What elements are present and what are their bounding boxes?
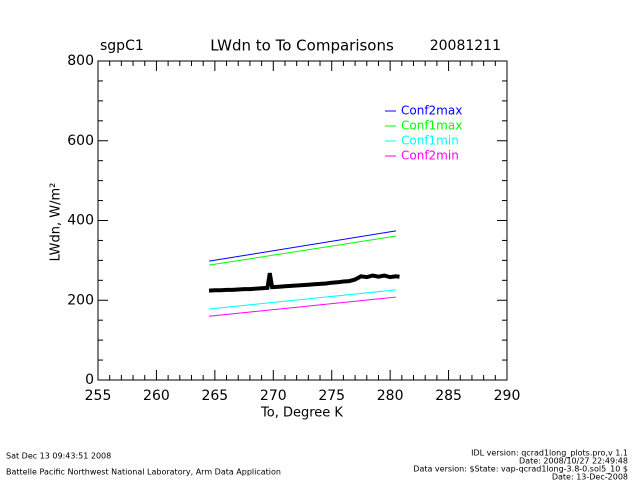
x-tick-label: 270 bbox=[260, 388, 287, 404]
legend-label: Conf2min bbox=[401, 149, 459, 163]
y-tick-label: 800 bbox=[67, 53, 94, 69]
series-line bbox=[208, 296, 397, 317]
site-label: sgpC1 bbox=[100, 38, 144, 54]
x-tick-label: 255 bbox=[85, 388, 112, 404]
series-line bbox=[208, 289, 397, 310]
x-tick-label: 275 bbox=[318, 388, 345, 404]
chart-title: LWdn to To Comparisons bbox=[210, 37, 394, 55]
y-axis-label: LWdn, W/m² bbox=[49, 183, 64, 262]
footer-left: Battelle Pacific Northwest National Labo… bbox=[6, 468, 281, 477]
series-line bbox=[208, 235, 397, 266]
x-tick-label: 285 bbox=[435, 388, 462, 404]
series-line bbox=[208, 272, 400, 293]
x-tick-label: 280 bbox=[377, 388, 404, 404]
footer-right: Date: 2008/10/27 22:49:48 bbox=[519, 457, 628, 466]
x-tick-label: 290 bbox=[494, 388, 521, 404]
y-tick-label: 0 bbox=[85, 372, 94, 388]
footer-right: Date: 13-Dec-2008 bbox=[552, 473, 628, 480]
date-label: 20081211 bbox=[430, 38, 501, 54]
legend-label: Conf2max bbox=[401, 104, 462, 118]
x-axis-label: To, Degree K bbox=[260, 406, 343, 421]
y-tick-label: 600 bbox=[67, 133, 94, 149]
y-tick-label: 200 bbox=[67, 292, 94, 308]
footer-right: Data version: $State: vap-qcrad1long-3.8… bbox=[413, 465, 628, 474]
series-line bbox=[208, 230, 397, 262]
footer-right: IDL version: qcrad1long_plots.pro,v 1.1 bbox=[471, 449, 628, 458]
footer-left: Sat Dec 13 09:43:51 2008 bbox=[6, 452, 111, 461]
legend-label: Conf1max bbox=[401, 119, 462, 133]
legend-label: Conf1min bbox=[401, 134, 459, 148]
y-tick-label: 400 bbox=[67, 213, 94, 229]
x-tick-label: 260 bbox=[143, 388, 170, 404]
x-tick-label: 265 bbox=[201, 388, 228, 404]
